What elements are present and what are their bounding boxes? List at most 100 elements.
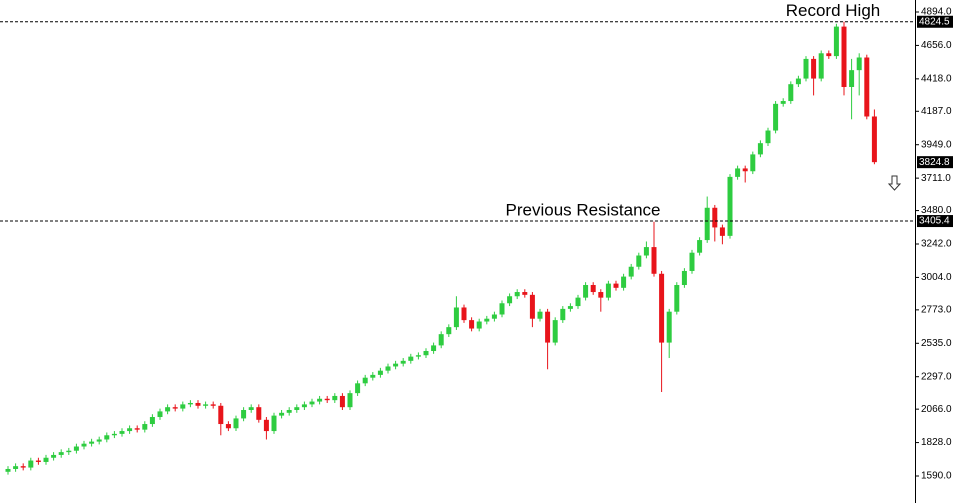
- candle-body: [659, 273, 665, 343]
- candle-body: [499, 303, 505, 315]
- candle-body: [476, 321, 482, 329]
- candle-body: [795, 78, 801, 85]
- candle-body: [294, 407, 300, 410]
- y-tick-label: 4187.0: [921, 106, 952, 117]
- candle-body: [415, 355, 421, 357]
- y-tick-label: 3480.0: [921, 205, 952, 216]
- candle-body: [355, 383, 361, 394]
- candle-body: [621, 276, 627, 288]
- candle-body: [165, 407, 171, 412]
- candle-body: [674, 285, 680, 312]
- candle-body: [172, 407, 178, 409]
- candle-body: [552, 320, 558, 343]
- candle-body: [180, 404, 186, 409]
- candle-body: [317, 398, 323, 402]
- y-tick-label: 3242.0: [921, 239, 952, 250]
- candle-body: [210, 404, 216, 406]
- candle-body: [339, 395, 345, 408]
- candle-body: [605, 283, 611, 298]
- y-tick-label: 2535.0: [921, 338, 952, 349]
- level-annotation: Record High: [786, 1, 881, 20]
- candle-body: [765, 130, 771, 144]
- candle-body: [469, 320, 475, 329]
- candle-body: [111, 433, 117, 436]
- candle-body: [89, 441, 95, 444]
- candle-body: [301, 404, 307, 408]
- candle-body: [735, 168, 741, 177]
- candle-body: [856, 57, 862, 71]
- candle-body: [803, 58, 809, 79]
- candle-body: [377, 370, 383, 375]
- candle-body: [385, 366, 391, 371]
- y-tick-label: 2297.0: [921, 371, 952, 382]
- candle-body: [218, 405, 224, 425]
- candle-body: [453, 307, 459, 328]
- candle-body: [13, 466, 19, 469]
- price-tag-label: 3824.8: [919, 157, 950, 168]
- candle-body: [537, 311, 543, 319]
- candle-body: [263, 419, 269, 432]
- candle-body: [347, 393, 353, 408]
- candle-body: [712, 207, 718, 228]
- candle-body: [134, 428, 140, 430]
- candle-body: [279, 412, 285, 416]
- candle-body: [248, 407, 254, 410]
- candle-body: [119, 431, 125, 434]
- candle-body: [35, 460, 41, 462]
- candle-body: [43, 457, 49, 462]
- candle-body: [567, 306, 573, 309]
- candle-body: [393, 363, 399, 367]
- candle-body: [514, 292, 520, 297]
- candle-body: [590, 285, 596, 293]
- candle-body: [271, 415, 277, 432]
- candle-body: [408, 356, 414, 361]
- candle-body: [241, 409, 247, 419]
- candle-body: [195, 402, 201, 406]
- candle-body: [727, 176, 733, 236]
- candle-body: [575, 297, 581, 307]
- y-tick-label: 3004.0: [921, 272, 952, 283]
- candle-body: [484, 318, 490, 322]
- candle-body: [225, 424, 231, 429]
- candle-body: [362, 377, 368, 384]
- y-tick-label: 1828.0: [921, 437, 952, 448]
- candle-body: [871, 116, 877, 163]
- candle-body: [826, 53, 832, 57]
- candle-body: [324, 398, 330, 401]
- candle-body: [750, 154, 756, 172]
- candle-body: [400, 360, 406, 364]
- candle-body: [370, 374, 376, 378]
- candle-body: [58, 452, 64, 455]
- candle-body: [811, 58, 817, 79]
- candle-body: [757, 143, 763, 155]
- candle-body: [157, 411, 163, 418]
- candle-body: [666, 311, 672, 343]
- candle-body: [773, 103, 779, 131]
- candle-body: [598, 292, 604, 298]
- candle-body: [681, 270, 687, 286]
- candle-body: [545, 311, 551, 343]
- candle-body: [461, 307, 467, 321]
- candle-body: [127, 428, 133, 432]
- candle-body: [187, 402, 193, 405]
- candle-body: [522, 292, 528, 295]
- candle-body: [689, 252, 695, 271]
- y-tick-label: 3711.0: [921, 173, 951, 184]
- candle-body: [628, 266, 634, 277]
- price-tag-label: 4824.5: [919, 16, 950, 27]
- candle-body: [841, 26, 847, 87]
- candle-body: [560, 308, 566, 321]
- candle-body: [704, 207, 710, 241]
- y-tick-label: 3949.0: [921, 139, 952, 150]
- candle-body: [149, 417, 155, 425]
- candle-body: [286, 409, 292, 413]
- candle-body: [529, 294, 535, 319]
- candle-body: [203, 404, 209, 406]
- candle-body: [256, 407, 262, 420]
- price-tag: [917, 156, 953, 169]
- level-annotation: Previous Resistance: [506, 201, 661, 220]
- candle-body: [438, 334, 444, 346]
- candle-body: [20, 466, 26, 468]
- candle-body: [96, 439, 102, 442]
- candle-body: [491, 314, 497, 319]
